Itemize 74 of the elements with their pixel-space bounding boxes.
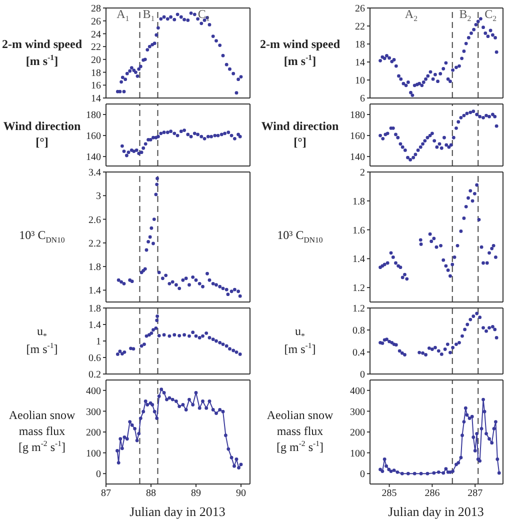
y-axis-title: 10³ C$_{DN10}$ — [19, 228, 65, 245]
y-tick-label: 0.2 — [88, 370, 101, 381]
y-tick-label: 140 — [86, 152, 101, 164]
y-axis-title: Wind direction [°] — [261, 119, 339, 149]
y-tick-label: 0.6 — [88, 353, 101, 364]
y-tick-label: 400 — [86, 386, 101, 397]
y-tick-label: 14 — [355, 58, 365, 69]
y-axis-title: 2-m wind speed [m s$^{-1}$] — [260, 36, 340, 68]
x-tick-label: 88 — [146, 488, 156, 500]
y-tick-label: 1.8 — [352, 196, 365, 208]
y-tick-label: 18 — [355, 40, 365, 51]
x-tick-label: 87 — [101, 488, 111, 500]
x-tick-label: 287 — [468, 488, 483, 500]
y-tick-label: 300 — [86, 406, 101, 418]
y-axis-title: Aeolian snow mass flux [g m$^{-2}$ s$^{-1}$] — [8, 408, 76, 454]
y-axis-title: 2-m wind speed [m s$^{-1}$] — [2, 36, 82, 68]
y-tick-label: 400 — [350, 386, 365, 397]
x-tick-label: 286 — [424, 488, 440, 500]
y-tick-label: 14 — [91, 94, 101, 105]
y-tick-label: 100 — [86, 448, 101, 460]
y-tick-label: 26 — [355, 4, 365, 15]
annotation: C$_{2}$ — [484, 6, 497, 24]
y-tick-label: 3.4 — [88, 168, 101, 179]
y-axis-title: 10³ C$_{DN10}$ — [277, 228, 323, 245]
y-tick-label: 1.4 — [88, 286, 101, 297]
y-tick-label: 6 — [360, 94, 365, 105]
x-axis-title: Julian day in 2013 — [388, 504, 484, 519]
y-tick-label: 22 — [91, 42, 101, 54]
y-tick-label: 1.2 — [352, 283, 365, 294]
y-tick-label: 16 — [91, 80, 101, 92]
y-tick-label: 0 — [360, 469, 365, 480]
x-tick-label: 90 — [236, 488, 246, 500]
y-tick-label: 20 — [91, 54, 101, 66]
y-tick-label: 1.2 — [352, 304, 365, 315]
y-tick-label: 180 — [350, 110, 365, 122]
y-tick-label: 26 — [91, 16, 101, 28]
y-tick-label: 1.4 — [88, 320, 101, 332]
y-tick-label: 160 — [350, 131, 365, 142]
y-tick-label: 1 — [96, 336, 101, 348]
y-tick-label: 1.8 — [88, 304, 101, 315]
y-tick-label: 0 — [360, 370, 365, 381]
y-axis-title: Aeolian snow mass flux [g m$^{-2}$ s$^{-1}$] — [266, 408, 334, 454]
y-tick-label: 160 — [86, 131, 101, 142]
y-tick-label: 140 — [350, 152, 365, 164]
y-tick-label: 0.4 — [352, 348, 365, 359]
y-tick-label: 28 — [91, 4, 101, 15]
y-tick-label: 300 — [350, 406, 365, 418]
x-tick-label: 89 — [191, 488, 201, 500]
y-tick-label: 0 — [96, 469, 101, 480]
y-tick-label: 0.8 — [352, 326, 365, 337]
y-tick-label: 18 — [91, 68, 101, 79]
x-axis-title: Julian day in 2013 — [130, 504, 226, 519]
y-tick-label: 3 — [96, 191, 101, 202]
y-tick-label: 200 — [86, 428, 101, 439]
y-tick-label: 1.8 — [88, 262, 101, 274]
y-tick-label: 1.6 — [352, 225, 365, 236]
y-tick-label: 1.4 — [352, 254, 365, 266]
y-tick-label: 100 — [350, 448, 365, 460]
y-axis-title: u$_{*}$ [m s$^{-1}$] — [26, 324, 58, 356]
y-axis-title: u$_{*}$ [m s$^{-1}$] — [284, 324, 316, 356]
annotation: B$_{1}$ — [142, 6, 155, 24]
annotation: B$_{2}$ — [459, 6, 472, 24]
y-tick-label: 10 — [355, 76, 365, 87]
y-axis-title: Wind direction [°] — [3, 119, 81, 149]
y-tick-label: 2.2 — [88, 238, 101, 250]
y-tick-label: 2 — [360, 168, 365, 179]
x-tick-label: 285 — [382, 488, 397, 500]
y-tick-label: 200 — [350, 428, 365, 439]
y-tick-label: 22 — [355, 22, 365, 33]
y-tick-label: 24 — [91, 29, 101, 40]
annotation: A$_{1}$ — [116, 6, 130, 24]
annotation: A$_{2}$ — [404, 6, 418, 24]
y-tick-label: 2.6 — [88, 214, 101, 226]
y-tick-label: 180 — [86, 110, 101, 122]
